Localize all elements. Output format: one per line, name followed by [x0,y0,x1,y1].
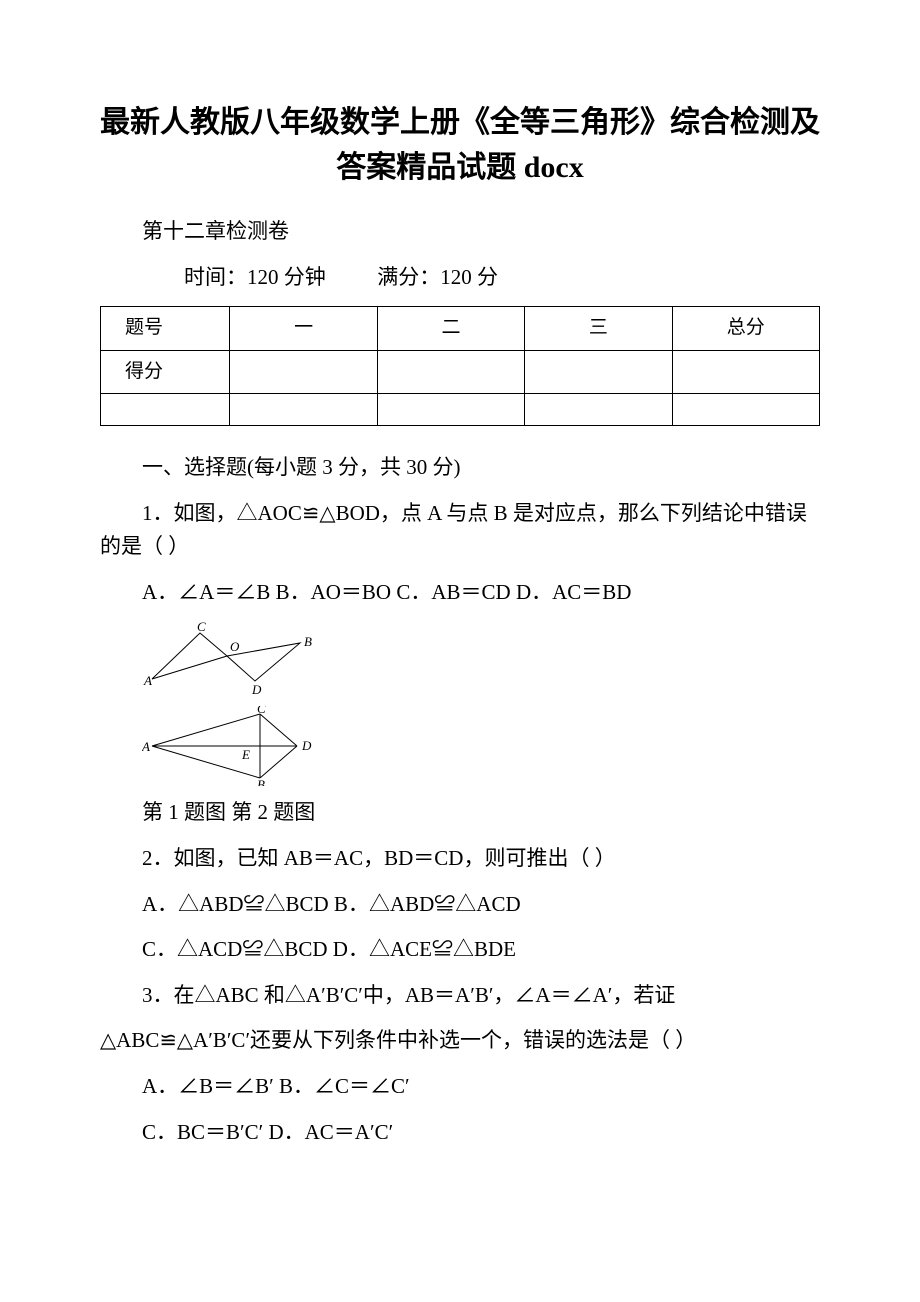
label-D: D [251,682,262,696]
label-C: C [257,706,266,716]
figure-1: A C O B D [142,621,820,696]
score-cell [525,350,672,393]
figure-caption: 第 1 题图 第 2 题图 [100,796,820,830]
question-3-line1: 3．在△ABC 和△A′B′C′中，AB＝A′B′，∠A＝∠A′，若证 [100,979,820,1013]
label-O: O [230,639,240,654]
label-D: D [301,738,312,753]
question-2-options-2: C．△ACD≌△BCD D．△ACE≌△BDE [100,933,820,967]
question-1: 1．如图，△AOC≌△BOD，点 A 与点 B 是对应点，那么下列结论中错误的是… [100,497,820,564]
document-title: 最新人教版八年级数学上册《全等三角形》综合检测及答案精品试题 docx [100,100,820,190]
row-label: 题号 [101,307,230,350]
label-A: A [143,673,152,688]
col-header: 二 [377,307,524,350]
question-2: 2．如图，已知 AB＝AC，BD＝CD，则可推出（ ） [100,842,820,876]
col-header: 三 [525,307,672,350]
score-cell [230,350,377,393]
label-B: B [257,777,265,786]
score-label: 满分：120 分 [377,265,498,289]
col-header: 总分 [672,307,819,350]
time-score-row: 时间：120 分钟 满分：120 分 [100,261,820,295]
table-row [101,393,820,425]
question-3-options-2: C．BC＝B′C′ D．AC＝A′C′ [100,1116,820,1150]
label-A: A [142,739,150,754]
row-label: 得分 [101,350,230,393]
empty-cell [377,393,524,425]
table-row: 题号 一 二 三 总分 [101,307,820,350]
label-B: B [304,634,312,649]
chapter-heading: 第十二章检测卷 [100,215,820,249]
empty-cell [230,393,377,425]
question-2-options-1: A．△ABD≌△BCD B．△ABD≌△ACD [100,888,820,922]
section-heading: 一、选择题(每小题 3 分，共 30 分) [100,451,820,485]
table-row: 得分 [101,350,820,393]
question-1-options: A．∠A＝∠B B．AO＝BO C．AB＝CD D．AC＝BD [100,576,820,610]
label-C: C [197,621,206,634]
figure-2: A C D B E [142,706,820,786]
time-label: 时间：120 分钟 [142,261,372,295]
empty-cell [672,393,819,425]
score-cell [377,350,524,393]
col-header: 一 [230,307,377,350]
label-E: E [241,747,250,762]
empty-cell [525,393,672,425]
empty-cell [101,393,230,425]
question-3-options-1: A．∠B＝∠B′ B．∠C＝∠C′ [100,1070,820,1104]
score-cell [672,350,819,393]
question-3-line2: △ABC≌△A′B′C′还要从下列条件中补选一个，错误的选法是（ ） [100,1024,820,1058]
score-table: 题号 一 二 三 总分 得分 [100,306,820,426]
